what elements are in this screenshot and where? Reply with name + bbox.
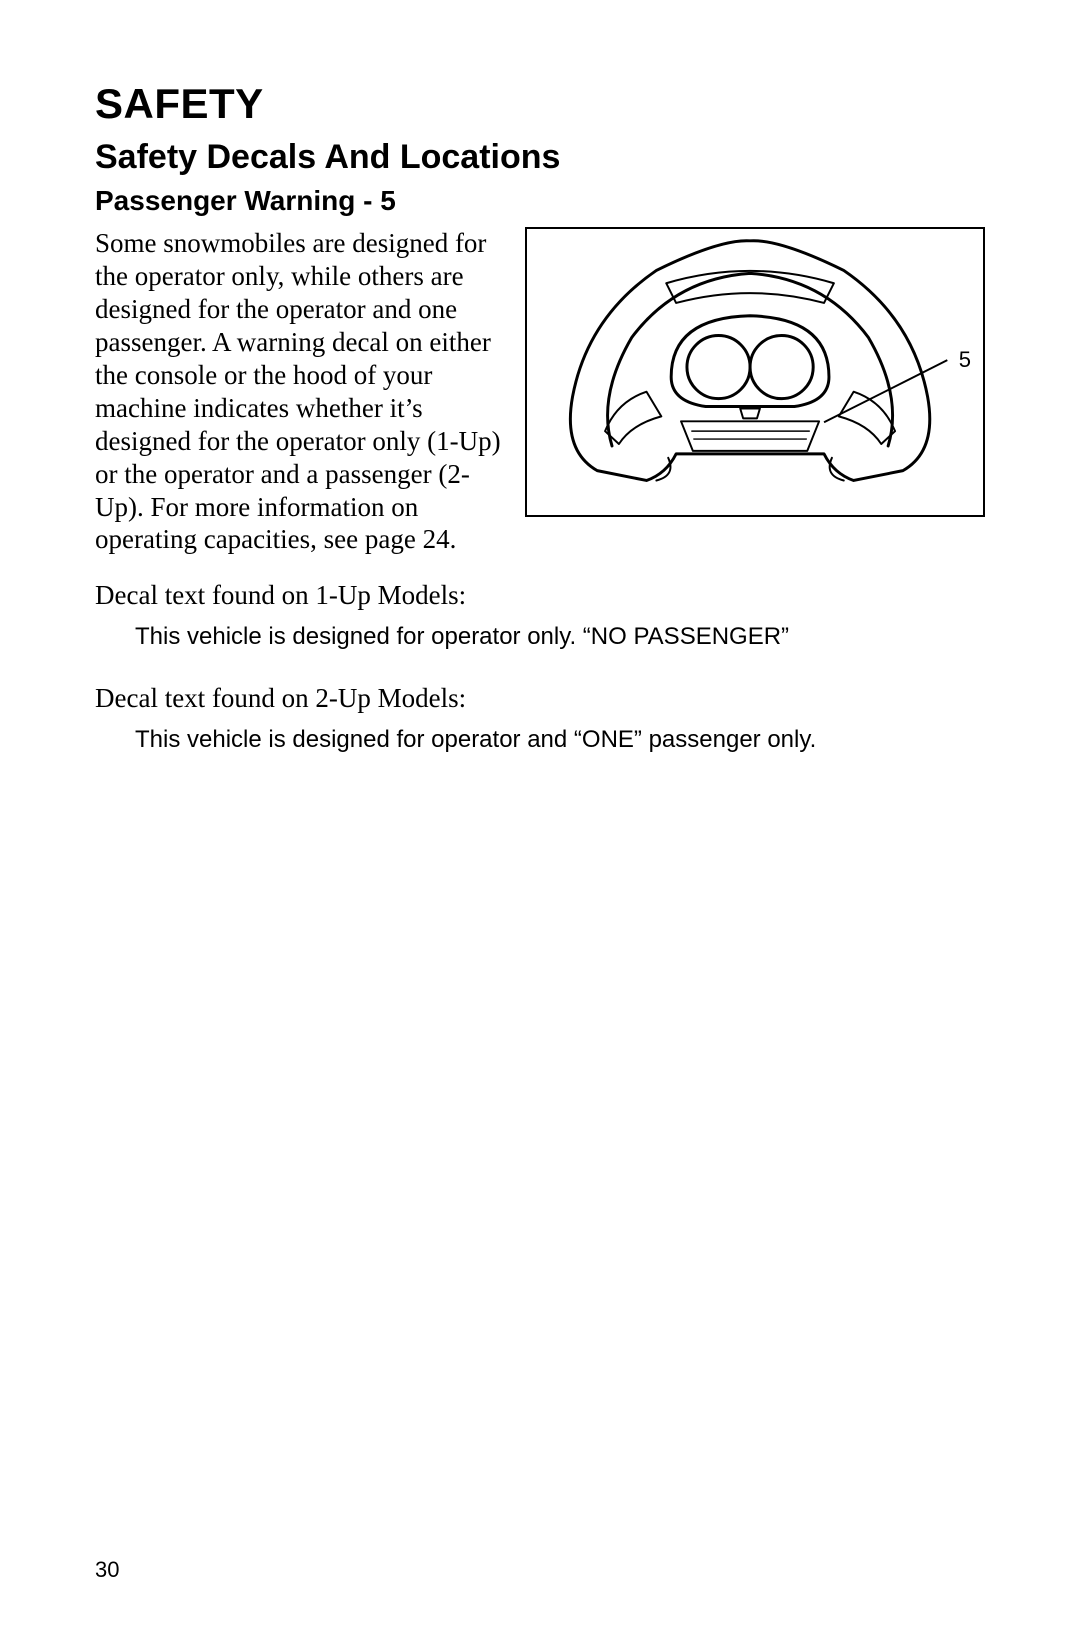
content-area: 5 Some snowmobiles are designed for the … <box>95 227 985 578</box>
label-1up: Decal text found on 1-Up Models: <box>95 578 985 613</box>
page-number: 30 <box>95 1557 119 1583</box>
diagram-figure: 5 <box>525 227 985 517</box>
subsection-heading: Safety Decals And Locations <box>95 138 985 177</box>
hood-console-diagram <box>527 229 983 515</box>
figure-callout-number: 5 <box>959 347 971 373</box>
decal-text-1up: This vehicle is designed for operator on… <box>95 621 985 652</box>
section-heading: SAFETY <box>95 80 985 128</box>
decal-text-2up: This vehicle is designed for operator an… <box>95 724 985 755</box>
topic-heading: Passenger Warning - 5 <box>95 185 985 217</box>
label-2up: Decal text found on 2-Up Models: <box>95 681 985 716</box>
